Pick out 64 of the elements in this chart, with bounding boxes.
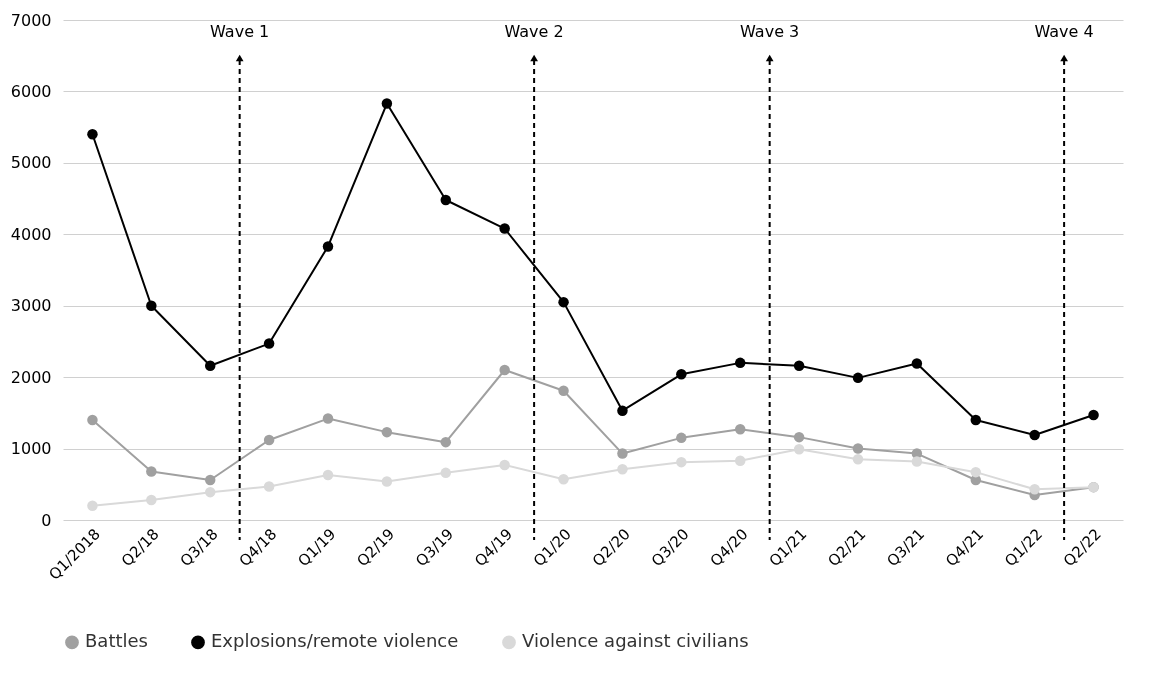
point: [204, 474, 216, 486]
point: [499, 459, 510, 471]
point: [676, 456, 687, 468]
point: [87, 500, 98, 511]
point: [146, 494, 157, 506]
point: [263, 434, 275, 446]
point: [1029, 484, 1040, 495]
point: [793, 360, 805, 371]
ref-line-label: Wave 4: [1034, 22, 1094, 41]
point: [322, 241, 334, 252]
point: [381, 426, 393, 438]
point: [793, 444, 805, 455]
point: [204, 360, 216, 371]
legend-label: Violence against civilians: [522, 630, 749, 652]
point: [440, 436, 452, 448]
y-tick-label: 0: [41, 510, 52, 530]
point: [852, 454, 864, 465]
point: [852, 372, 864, 384]
y-tick-label: 2000: [10, 367, 52, 387]
point: [676, 432, 687, 444]
point: [734, 455, 746, 466]
ref-line-label: Wave 3: [740, 22, 800, 41]
point: [146, 300, 157, 311]
point: [204, 486, 216, 498]
point: [499, 223, 510, 234]
point: [1088, 409, 1099, 421]
point: [734, 424, 746, 435]
point: [676, 369, 687, 380]
point: [617, 448, 628, 459]
legend-label: Battles: [85, 630, 148, 652]
point: [87, 414, 98, 426]
point: [1029, 429, 1040, 441]
y-tick-label: 3000: [10, 296, 52, 316]
ref-line-label: Wave 2: [504, 22, 564, 41]
y-tick-label: 6000: [10, 81, 52, 101]
point: [263, 481, 275, 492]
point: [617, 405, 628, 416]
legend-label: Explosions/remote violence: [211, 630, 459, 652]
point: [440, 467, 452, 479]
point: [381, 476, 393, 487]
point: [322, 469, 334, 481]
point: [734, 357, 746, 369]
y-tick-label: 7000: [10, 10, 52, 30]
ref-line-label: Wave 1: [210, 22, 270, 41]
point: [381, 98, 393, 109]
point: [852, 443, 864, 454]
point: [146, 466, 157, 477]
point: [970, 414, 982, 426]
point: [793, 431, 805, 443]
point: [440, 194, 452, 206]
point: [558, 385, 569, 396]
point: [87, 129, 98, 140]
y-tick-label: 4000: [10, 224, 52, 244]
point: [558, 474, 569, 485]
point: [970, 466, 982, 478]
point: [911, 358, 923, 369]
y-tick-label: 1000: [10, 439, 52, 459]
point: [499, 364, 510, 376]
y-tick-label: 5000: [10, 153, 52, 173]
point: [322, 413, 334, 424]
point: [617, 464, 628, 475]
point: [263, 338, 275, 349]
point: [911, 456, 923, 467]
point: [558, 296, 569, 308]
